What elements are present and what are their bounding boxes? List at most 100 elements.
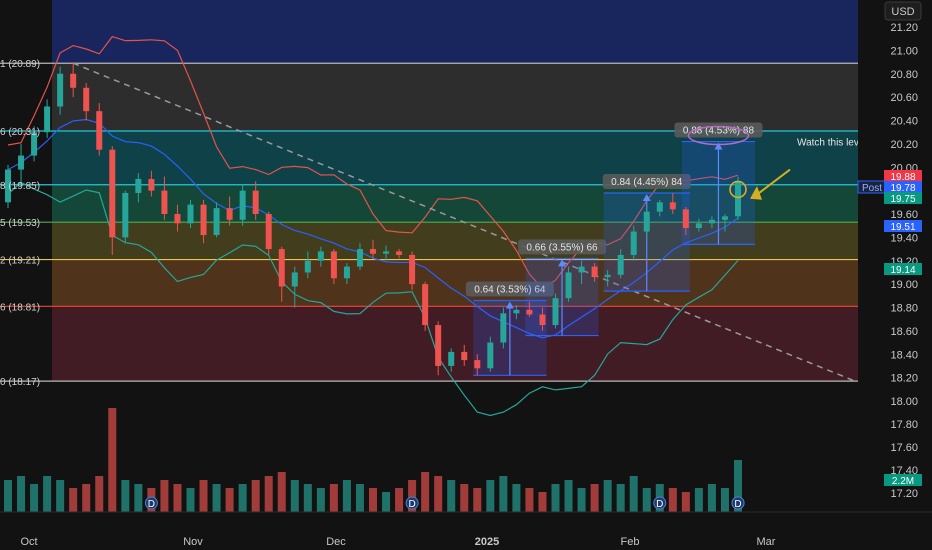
candle xyxy=(669,192,676,214)
candle xyxy=(721,214,728,232)
candle-body xyxy=(604,274,611,278)
candle xyxy=(239,184,246,226)
candle xyxy=(200,199,207,244)
currency-badge[interactable]: USD xyxy=(884,1,922,21)
dividend-marker-label: D xyxy=(656,499,663,510)
volume-bar xyxy=(277,472,286,512)
measure-label: 0.84 (4.45%) 84 xyxy=(611,177,683,188)
dividend-marker[interactable]: D xyxy=(653,496,667,510)
dividend-marker-circle[interactable] xyxy=(144,496,158,510)
fib-label-1: 6 (20.31) xyxy=(0,127,40,138)
candle-body xyxy=(591,266,598,278)
volume-bar xyxy=(290,480,299,512)
candle xyxy=(304,251,311,279)
volume-bar xyxy=(43,476,52,512)
time-axis[interactable]: Oct Nov Dec 2025 Feb Mar xyxy=(0,511,932,550)
volume-bars: DDDDD xyxy=(4,408,745,512)
currency-badge-box[interactable] xyxy=(884,1,922,21)
candle xyxy=(682,206,689,236)
fib-zones xyxy=(52,0,858,382)
candle xyxy=(461,344,468,366)
candle-body xyxy=(461,351,468,361)
bb-lower-line xyxy=(7,181,739,417)
measure-box-0[interactable]: 0.64 (3.53%) 64 xyxy=(465,281,554,376)
watch-level-annotation[interactable]: Watch this level xyxy=(687,125,867,200)
measure-label-bg xyxy=(674,122,763,138)
fib-level-labels: 1 (20.89) 6 (20.31) 8 (19.85) 5 (19.53) 2 (1… xyxy=(0,59,40,388)
candle xyxy=(265,211,272,255)
dividend-marker-circle[interactable] xyxy=(653,496,667,510)
time-axis-bg xyxy=(0,512,932,550)
dividend-marker[interactable]: D xyxy=(405,496,419,510)
watch-arrow-line xyxy=(755,168,791,197)
candle-body xyxy=(630,231,637,255)
candle xyxy=(161,176,168,220)
volume-bar xyxy=(668,488,677,512)
volume-bar xyxy=(538,492,547,512)
candle-body xyxy=(148,178,155,191)
dividend-marker[interactable]: D xyxy=(731,496,745,510)
dividend-marker-circle[interactable] xyxy=(405,496,419,510)
volume-bar xyxy=(408,480,417,512)
candle-body xyxy=(448,351,455,366)
candle xyxy=(656,199,663,217)
candle xyxy=(617,249,624,279)
volume-bar xyxy=(225,488,234,512)
candle xyxy=(422,281,429,331)
candle-body xyxy=(239,190,246,220)
candle-body xyxy=(409,254,416,285)
price-range-measurements[interactable]: 0.64 (3.53%) 64 0.66 (3.55%) 66 0.84 (4.45… xyxy=(465,122,763,376)
candle-body xyxy=(70,73,77,88)
volume-bar xyxy=(681,492,690,512)
candle-body xyxy=(435,325,442,366)
dividend-marker-circle[interactable] xyxy=(731,496,745,510)
candle-body xyxy=(187,204,194,224)
candle-body xyxy=(135,178,142,193)
price-tick-label: 19.60 xyxy=(890,209,918,221)
measure-box-3[interactable]: 0.88 (4.53%) 88 xyxy=(674,122,763,245)
candle xyxy=(252,181,259,220)
volume-bar xyxy=(629,476,638,512)
price-tick-label: 21.20 xyxy=(890,22,918,34)
price-tick-label: 19.40 xyxy=(890,232,918,244)
candle xyxy=(31,126,38,162)
price-tag-label: 19.78 xyxy=(890,183,915,194)
candle-body xyxy=(44,106,51,133)
volume-bar xyxy=(212,484,221,512)
candle-body xyxy=(356,249,363,267)
price-tick-label: 18.40 xyxy=(890,349,918,361)
price-tick-label: 18.20 xyxy=(890,373,918,385)
volume-bar xyxy=(734,460,742,512)
candle xyxy=(409,251,416,290)
candle xyxy=(630,225,637,261)
currency-label: USD xyxy=(891,6,914,18)
candle-body xyxy=(5,169,11,203)
volume-bar xyxy=(186,488,195,512)
candle xyxy=(591,263,598,282)
measure-arrow-head xyxy=(558,259,567,267)
descending-trendline[interactable] xyxy=(72,62,856,382)
candle xyxy=(526,301,533,317)
candle xyxy=(57,66,64,115)
candle-body xyxy=(18,155,25,170)
price-tick-label: 20.80 xyxy=(890,69,918,81)
candle xyxy=(70,62,77,98)
price-tag-bg xyxy=(884,263,922,275)
trendline-path[interactable] xyxy=(72,62,856,382)
candle xyxy=(448,348,455,372)
candle-body xyxy=(278,249,285,287)
volume-bar xyxy=(355,484,364,512)
candle-body xyxy=(513,309,520,314)
price-tick-label: 17.20 xyxy=(890,488,918,500)
price-tag-label: 19.75 xyxy=(890,194,915,205)
dividend-marker[interactable]: D xyxy=(144,496,158,510)
measure-label: 0.66 (3.55%) 66 xyxy=(526,242,598,253)
volume-bar xyxy=(720,488,729,512)
bb-upper-line xyxy=(7,35,739,290)
candle xyxy=(708,216,715,229)
volume-bar xyxy=(434,476,443,512)
fib-label-2: 8 (19.85) xyxy=(0,181,40,192)
price-tick-label: 17.60 xyxy=(890,442,918,454)
measure-box-1[interactable]: 0.66 (3.55%) 66 xyxy=(518,239,607,337)
